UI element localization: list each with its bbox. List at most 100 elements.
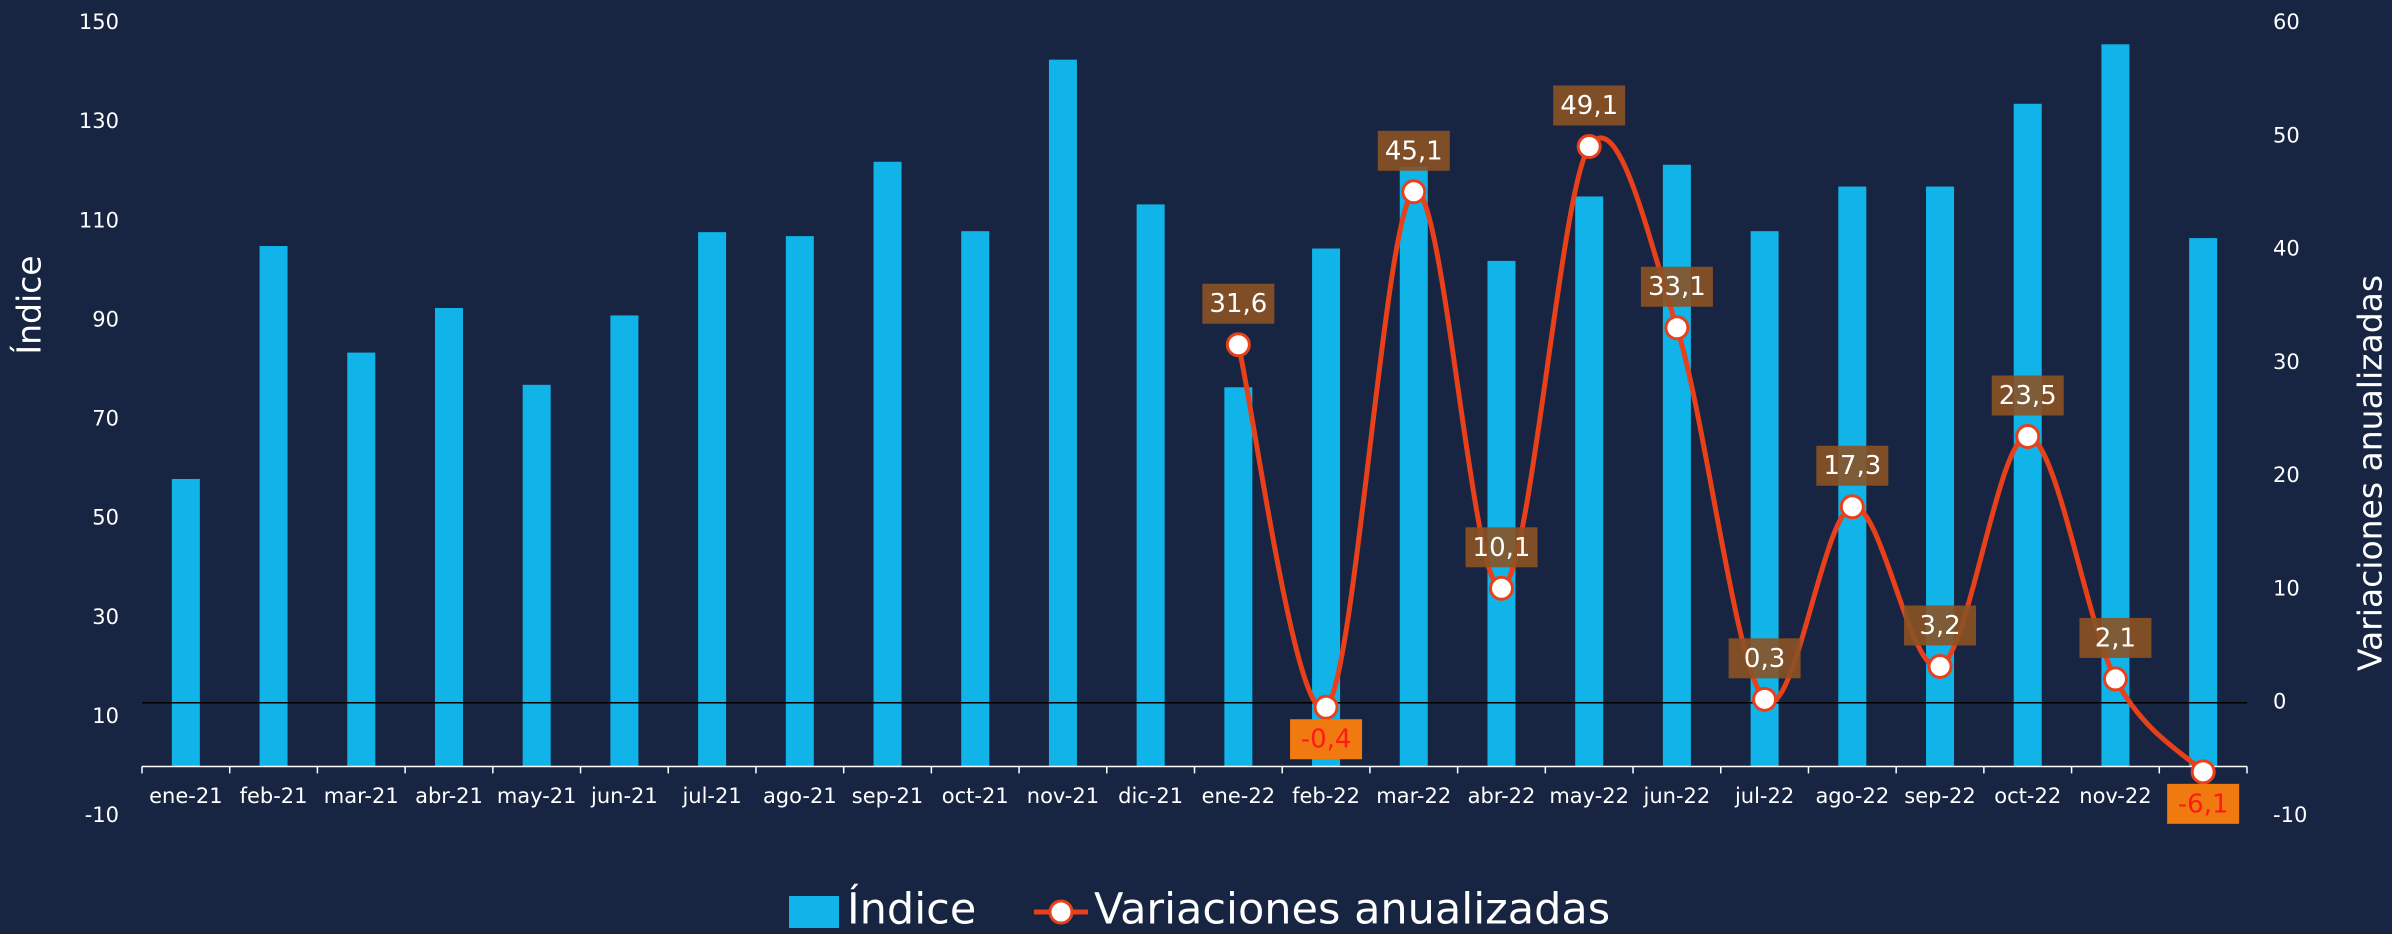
y-tick-label: 70 — [92, 407, 119, 431]
x-tick-label: sep-21 — [852, 784, 924, 808]
x-tick-label: ene-21 — [149, 784, 222, 808]
x-tick-label: jul-21 — [681, 784, 741, 808]
bar — [171, 478, 200, 767]
bar — [347, 352, 376, 767]
y2-tick-label: 40 — [2273, 237, 2300, 261]
x-tick-label: ene-22 — [1202, 784, 1275, 808]
data-label-box — [1202, 283, 1275, 324]
line-marker — [2015, 423, 2041, 449]
bar — [1136, 204, 1165, 767]
legend-label: Variaciones anualizadas — [1094, 885, 1610, 934]
line-marker — [2102, 666, 2128, 692]
bar — [961, 231, 990, 767]
x-tick-label: feb-21 — [240, 784, 308, 808]
data-label-text: 49,1 — [1560, 91, 1618, 121]
data-label-box — [1553, 85, 1626, 126]
x-tick-label: mar-22 — [1376, 784, 1451, 808]
x-tick-label: feb-22 — [1292, 784, 1360, 808]
data-label-text: -6,1 — [2178, 789, 2229, 819]
data-label-box — [2167, 783, 2240, 824]
y-axis-title: Índice — [9, 255, 49, 354]
data-label: 23,5 — [1991, 375, 2064, 416]
x-tick-label: ago-22 — [1815, 784, 1889, 808]
line-marker — [1401, 179, 1427, 205]
x-tick-label: nov-22 — [2079, 784, 2151, 808]
y-tick-label: 110 — [79, 208, 119, 232]
bar — [1399, 166, 1428, 767]
x-tick-label: may-22 — [1549, 784, 1629, 808]
bar — [785, 236, 814, 767]
x-tick-label: jun-21 — [590, 784, 658, 808]
data-label-box — [1377, 130, 1450, 171]
y2-tick-label: -10 — [2273, 803, 2307, 827]
x-tick-label: ago-21 — [763, 784, 837, 808]
data-label: -6,1 — [2167, 783, 2240, 824]
data-label-text: 33,1 — [1648, 272, 1706, 302]
y2-tick-label: 60 — [2273, 10, 2300, 34]
data-label-text: 31,6 — [1209, 289, 1267, 319]
y2-axis-title: Variaciones anualizadas — [2351, 275, 2390, 671]
legend-label: Índice — [847, 884, 976, 934]
y2-tick-label: 20 — [2273, 463, 2300, 487]
bar — [2189, 238, 2218, 767]
line-marker — [1313, 694, 1339, 720]
data-label: 3,2 — [1904, 605, 1977, 646]
data-label: 45,1 — [1377, 130, 1450, 171]
bar — [1048, 59, 1077, 767]
bar — [1926, 186, 1955, 767]
bar — [610, 315, 639, 767]
data-label: -0,4 — [1290, 719, 1363, 760]
x-tick-label: abr-22 — [1468, 784, 1536, 808]
data-label: 31,6 — [1202, 283, 1275, 324]
x-tick-label: jun-22 — [1643, 784, 1711, 808]
bar — [434, 307, 463, 767]
line-marker — [1752, 686, 1778, 712]
bar — [522, 384, 551, 767]
data-label-text: 3,2 — [1919, 611, 1960, 641]
x-tick-label: sep-22 — [1904, 784, 1976, 808]
y-tick-label: 90 — [92, 307, 119, 331]
data-label-box — [1290, 719, 1363, 760]
bar — [1575, 196, 1604, 767]
x-tick-label: abr-21 — [415, 784, 483, 808]
x-tick-label: mar-21 — [324, 784, 399, 808]
y-tick-label: -10 — [85, 803, 119, 827]
line-marker — [1839, 494, 1865, 520]
y-tick-label: 130 — [79, 109, 119, 133]
data-label-text: 10,1 — [1473, 533, 1531, 563]
y2-tick-label: 0 — [2273, 690, 2286, 714]
line-marker — [1664, 315, 1690, 341]
bar — [698, 232, 727, 767]
data-label: 33,1 — [1640, 266, 1713, 307]
y2-tick-label: 50 — [2273, 123, 2300, 147]
y-tick-label: 150 — [79, 10, 119, 34]
bar — [873, 161, 902, 767]
y2-tick-label: 10 — [2273, 576, 2300, 600]
data-label-text: 0,3 — [1744, 644, 1785, 674]
x-tick-label: oct-21 — [942, 784, 1009, 808]
line-marker — [2190, 759, 2216, 785]
y2-tick-label: 30 — [2273, 350, 2300, 374]
data-label-box — [1465, 527, 1538, 568]
line-marker — [1927, 653, 1953, 679]
line-marker — [1576, 133, 1602, 159]
y-tick-label: 30 — [92, 605, 119, 629]
data-label: 49,1 — [1553, 85, 1626, 126]
data-label-box — [1991, 375, 2064, 416]
data-label-text: -0,4 — [1301, 725, 1352, 755]
data-label-box — [1640, 266, 1713, 307]
x-tick-label: nov-21 — [1027, 784, 1099, 808]
bar — [1224, 387, 1253, 767]
line-marker — [1488, 575, 1514, 601]
y-tick-label: 10 — [92, 704, 119, 728]
data-label-text: 2,1 — [2095, 623, 2136, 653]
data-label: 17,3 — [1816, 445, 1889, 486]
bar — [259, 246, 288, 767]
y-tick-label: 50 — [92, 506, 119, 530]
data-label-text: 45,1 — [1385, 136, 1443, 166]
data-label: 0,3 — [1728, 638, 1801, 679]
data-label: 2,1 — [2079, 617, 2152, 658]
